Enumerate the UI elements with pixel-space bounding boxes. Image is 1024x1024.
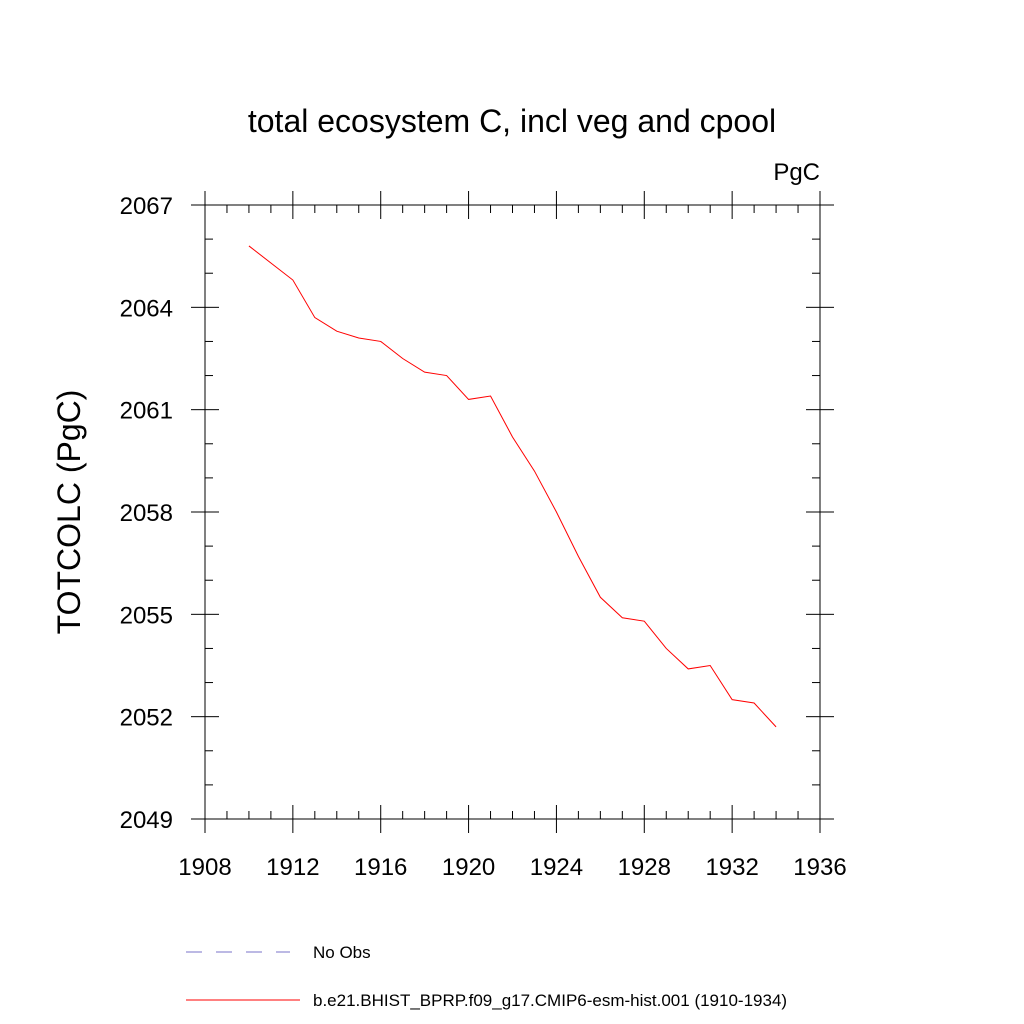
x-tick-label: 1936 (793, 854, 846, 881)
x-tick-label: 1920 (442, 854, 495, 881)
y-tick-label: 2064 (120, 295, 173, 322)
y-tick-label: 2052 (120, 705, 173, 732)
x-tick-label: 1916 (354, 854, 407, 881)
units-label: PgC (773, 159, 820, 186)
tick-marks (191, 191, 834, 833)
y-axis-title: TOTCOLC (PgC) (51, 390, 87, 635)
series-lines (248, 245, 777, 728)
x-tick-label: 1908 (178, 854, 231, 881)
x-tick-labels: 1908 1912 1916 1920 1924 1928 1932 1936 (178, 854, 846, 881)
x-tick-label: 1932 (705, 854, 758, 881)
y-tick-label: 2049 (120, 807, 173, 834)
plot-frame (204, 204, 821, 820)
series-line (248, 245, 777, 728)
y-tick-label: 2061 (120, 398, 173, 425)
y-tick-label: 2067 (120, 193, 173, 220)
y-tick-label: 2058 (120, 500, 173, 527)
y-tick-label: 2055 (120, 602, 173, 629)
legend-label-no-obs: No Obs (313, 943, 371, 962)
legend-label-series: b.e21.BHIST_BPRP.f09_g17.CMIP6-esm-hist.… (313, 991, 787, 1010)
y-tick-labels: 2049 2052 2055 2058 2061 2064 2067 (120, 193, 173, 834)
chart-title: total ecosystem C, incl veg and cpool (248, 103, 776, 139)
x-tick-label: 1928 (618, 854, 671, 881)
x-tick-label: 1924 (530, 854, 583, 881)
x-tick-label: 1912 (266, 854, 319, 881)
legend: No Obs b.e21.BHIST_BPRP.f09_g17.CMIP6-es… (186, 943, 787, 1010)
